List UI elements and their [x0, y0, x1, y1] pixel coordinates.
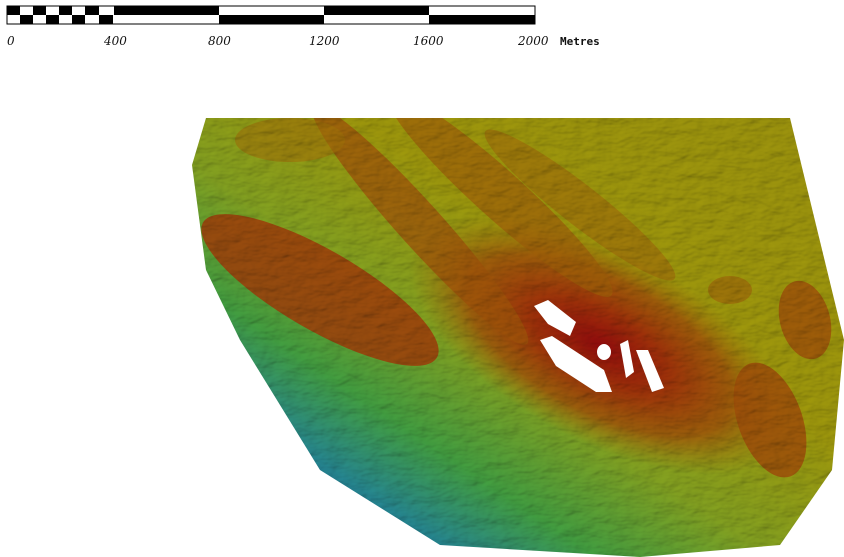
no-data-hole	[540, 336, 612, 392]
scale-tick-label: 400	[103, 34, 127, 48]
no-data-hole	[620, 340, 634, 378]
scale-bar: 0 400 800 1200 1600 2000 Metres	[6, 5, 600, 48]
scale-bar-checkers	[6, 5, 536, 25]
scale-tick-label: 1200	[309, 34, 340, 48]
no-data-holes	[534, 300, 664, 392]
no-data-hole	[636, 350, 664, 392]
no-data-hole	[597, 344, 611, 360]
terrain-surface	[192, 118, 844, 557]
scale-tick-label: 800	[208, 34, 231, 48]
no-data-hole	[534, 300, 576, 336]
scale-tick-label: 2000	[517, 34, 549, 48]
scale-tick-label: 1600	[413, 34, 444, 48]
scale-unit-label: Metres	[560, 35, 600, 48]
scale-tick-label: 0	[7, 34, 15, 48]
